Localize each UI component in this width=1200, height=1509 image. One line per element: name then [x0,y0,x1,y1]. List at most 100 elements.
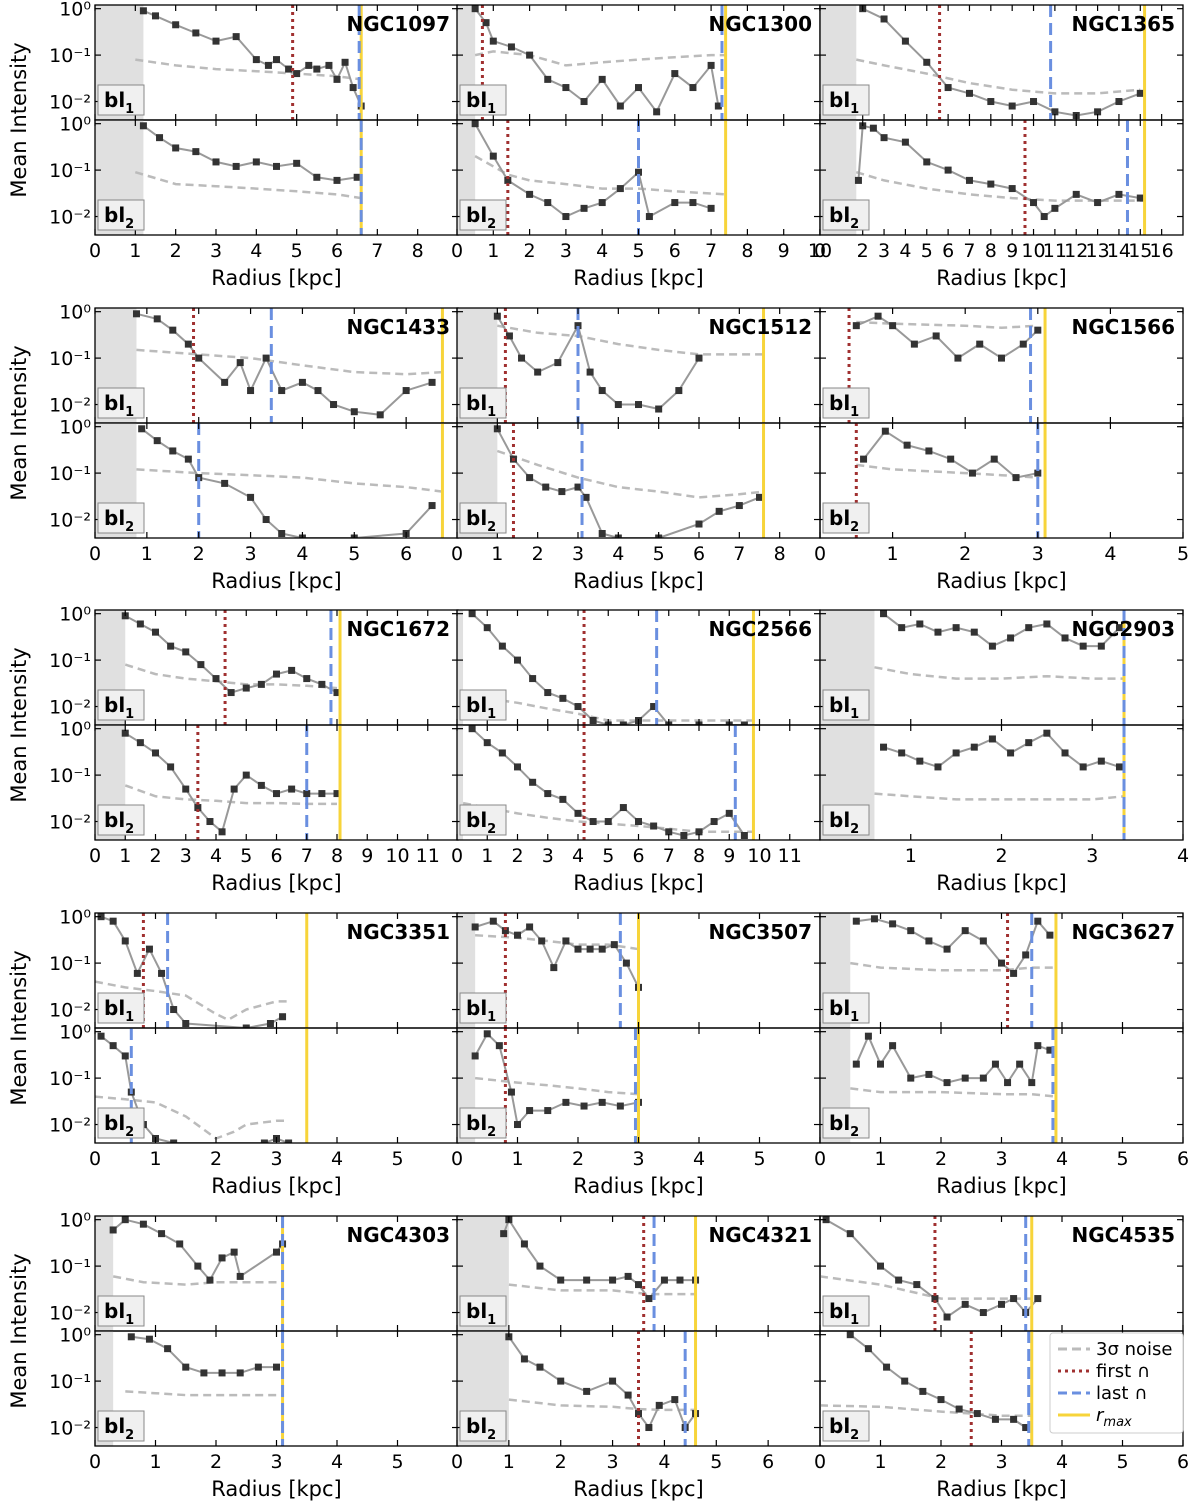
noise-line [850,961,1056,972]
x-tick-label: 6 [693,543,705,565]
noise-line [136,348,443,376]
x-tick-label: 2 [532,543,544,565]
data-point [333,75,341,83]
data-point [285,1139,293,1143]
data-point [943,1313,951,1321]
data-point [1030,98,1038,106]
x-tick-label: 10 [1021,240,1045,262]
data-point [635,401,642,409]
bar-label-box [97,689,145,721]
profile-line [471,612,745,725]
data-point [152,628,159,636]
y-tick-label: 10⁻¹ [49,45,91,67]
data-point [97,1032,105,1040]
noise-line [820,1275,1032,1300]
noise-line [125,1390,277,1397]
profile-line [502,1217,696,1301]
data-point [1019,340,1027,348]
bar-label-box [459,1295,507,1327]
data-point [236,359,244,367]
data-point [968,469,976,477]
data-point [501,927,509,935]
data-point [910,340,918,348]
bar-label-box [97,84,145,116]
data-point [1022,1424,1030,1432]
bl1-subplot: bl1 [456,1215,821,1332]
data-point [609,1377,617,1385]
data-point [278,530,286,538]
x-tick-label: 0 [451,1451,463,1473]
data-point [254,1363,262,1371]
data-point [925,447,933,455]
x-tick-label: 6 [942,240,954,262]
data-point [616,185,624,193]
bl1-subplot: bl1 [456,4,821,121]
inner-region [457,725,464,840]
data-point [507,43,515,51]
data-point [689,199,697,207]
data-point [514,656,521,664]
data-point [121,729,129,737]
data-point [1030,199,1038,207]
x-tick-label: 6 [762,1451,774,1473]
data-point [1008,102,1016,110]
data-point [153,315,161,323]
data-point [200,1369,208,1377]
x-tick-label: 6 [331,240,343,262]
noise-line [497,324,764,356]
data-point [998,959,1005,967]
data-point [550,964,558,972]
data-point [428,502,436,510]
x-tick-label: 4 [899,240,911,262]
y-tick-label: 10⁻¹ [49,1256,91,1278]
data-point [557,1377,565,1385]
data-point [192,29,200,37]
x-tick-label: 13 [1085,240,1109,262]
x-tick-label: 2 [995,845,1007,867]
profile-line [855,315,1039,360]
data-point [97,913,105,921]
bar-label-box [822,387,870,419]
x-tick-label: 0 [89,845,101,867]
y-tick-label: 10⁰ [59,0,91,21]
data-point [923,158,931,166]
data-point [489,37,497,45]
data-point [538,937,546,945]
data-point [1061,634,1069,642]
data-point [483,1030,491,1038]
data-point [526,190,534,198]
data-point [184,340,192,348]
data-point [298,378,306,386]
galaxy-name: NGC1433 [347,315,451,339]
data-point [903,441,911,449]
data-point [624,1391,632,1399]
data-point [1043,620,1051,628]
axes-frame [819,422,1184,539]
data-point [864,1345,872,1353]
data-point [252,56,260,64]
data-point [498,749,506,757]
data-point [707,204,715,212]
bar-label-box [822,1410,870,1442]
x-tick-label: 1 [887,543,899,565]
profile-line [474,123,712,219]
data-point [471,120,479,128]
y-tick-label: 10⁰ [59,719,91,741]
data-point [895,1276,903,1284]
bar-label-box [97,199,145,231]
data-point [376,411,384,419]
data-point [852,1060,860,1068]
x-tick-label: 4 [612,543,624,565]
x-tick-label: 8 [774,543,786,565]
data-point [1034,917,1042,925]
profile-line [862,7,1141,117]
x-tick-label: 0 [814,1451,826,1473]
bar-label-box [459,84,507,116]
data-point [1115,624,1123,632]
data-point [262,354,270,362]
bar-label-box [822,84,870,116]
data-point [158,969,166,977]
x-tick-label: 7 [705,240,717,262]
